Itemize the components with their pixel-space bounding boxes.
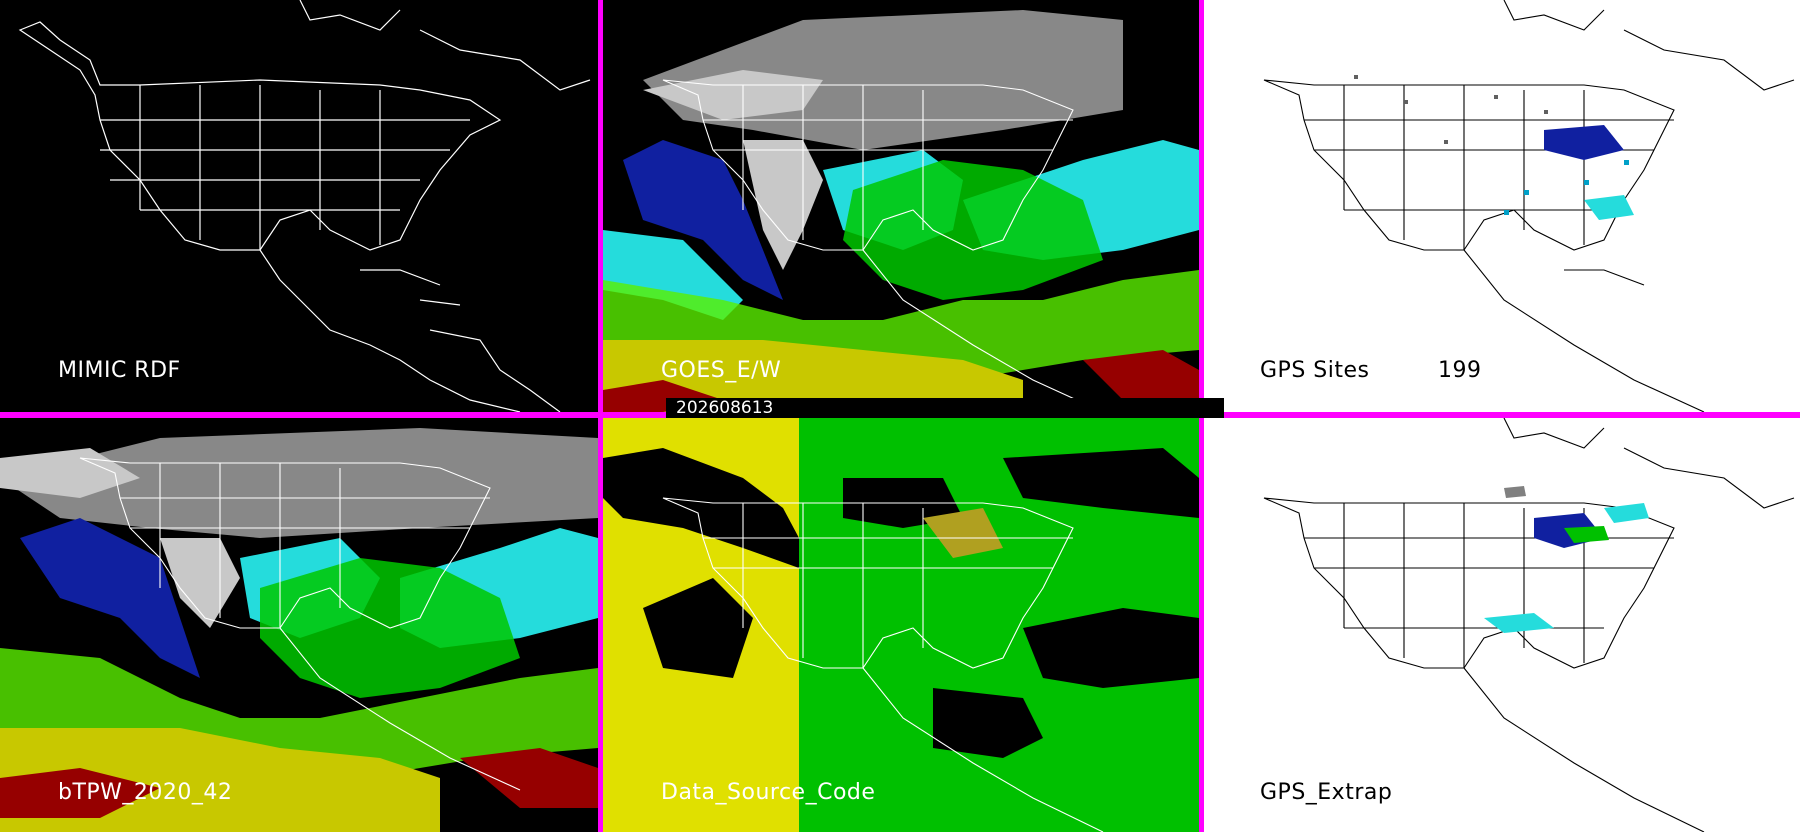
panel-gps-sites: GPS Sites 199 (1204, 0, 1800, 412)
panel-label: Data_Source_Code (661, 780, 876, 805)
panel-gps-extrap: GPS_Extrap (1204, 418, 1800, 832)
panel-label: GPS Sites (1260, 358, 1370, 383)
timestamp: 202608613 (666, 398, 1224, 418)
panel-label: GOES_E/W (661, 358, 782, 383)
panel-mimic-rdf: MIMIC RDF (0, 0, 598, 412)
btpw-imagery (0, 418, 598, 832)
panel-btpw: bTPW_2020_42 (0, 418, 598, 832)
panel-label: MIMIC RDF (58, 358, 181, 383)
data-source-imagery (603, 418, 1199, 832)
panel-goes: GOES_E/W (603, 0, 1199, 412)
map-outline (18, 0, 591, 412)
panel-data-source: Data_Source_Code (603, 418, 1199, 832)
gps-extrap-map (1263, 418, 1795, 832)
goes-tpw-imagery (603, 0, 1199, 412)
panel-label: GPS_Extrap (1260, 780, 1393, 805)
gps-site-count: 199 (1438, 358, 1482, 383)
panel-label: bTPW_2020_42 (58, 780, 233, 805)
gps-sites-map (1263, 0, 1795, 412)
